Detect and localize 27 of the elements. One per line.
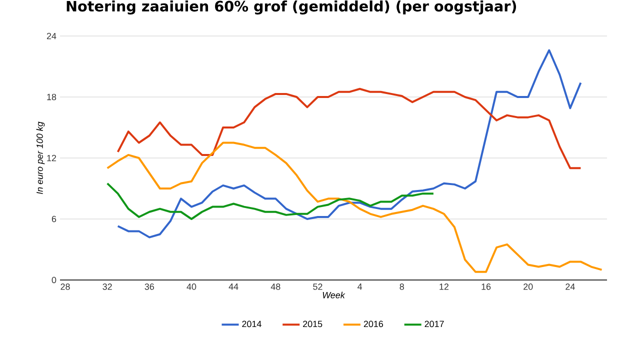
legend-label: 2015 [303, 320, 322, 328]
x-tick-label: 36 [144, 284, 154, 290]
y-tick-label: 0 [52, 276, 56, 284]
legend-label: 2017 [424, 320, 444, 328]
legend-label: 2016 [364, 320, 384, 328]
legend-label: 2014 [242, 320, 262, 328]
x-tick-label: 12 [440, 284, 448, 290]
x-axis-title: Week [322, 292, 346, 298]
x-tick-label: 4 [358, 284, 362, 290]
y-tick-label: 18 [47, 94, 56, 100]
x-tick-label: 20 [524, 284, 533, 290]
x-tick-label: 52 [313, 284, 322, 290]
x-tick-label: 48 [270, 284, 280, 290]
chart-title: Notering zaaiuien 60% grof (gemiddeld) (per oogstjaar) [66, 0, 516, 14]
x-tick-label: 28 [60, 284, 70, 290]
y-tick-label: 24 [46, 32, 56, 40]
x-tick-label: 8 [400, 284, 404, 290]
y-axis-title: In euro per 100 kg [36, 122, 45, 194]
x-tick-label: 40 [186, 284, 196, 290]
y-tick-label: 12 [47, 154, 56, 162]
line-series [106, 182, 434, 220]
y-tick-label: 6 [52, 216, 56, 222]
x-tick-label: 16 [482, 284, 491, 290]
line-series [116, 49, 582, 238]
x-tick-label: 44 [228, 284, 238, 290]
x-tick-label: 32 [102, 284, 112, 290]
x-tick-label: 24 [566, 284, 575, 290]
